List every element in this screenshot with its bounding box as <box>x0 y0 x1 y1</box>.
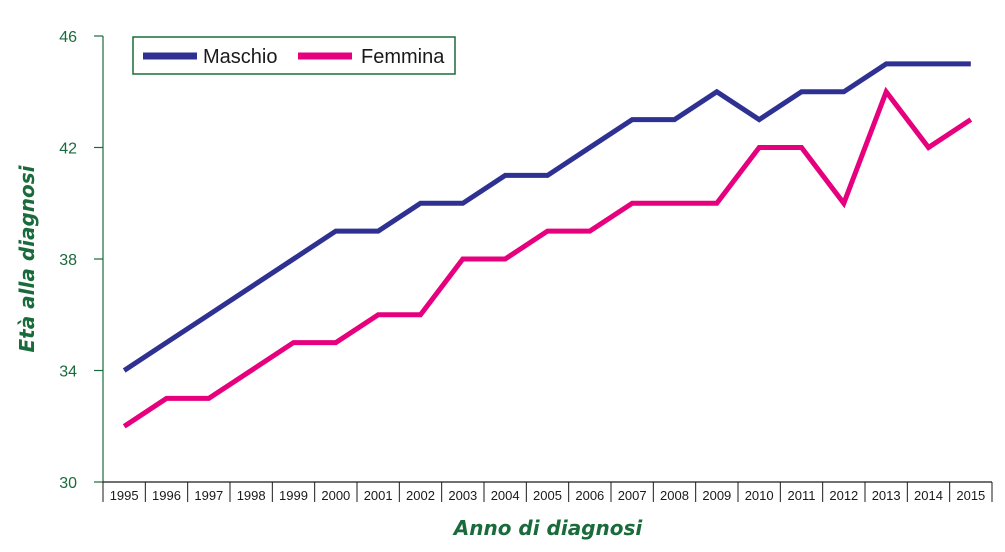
y-tick-label: 30 <box>59 475 77 492</box>
x-tick-label: 2010 <box>745 488 774 503</box>
series-lines <box>122 61 973 429</box>
y-axis-title: Età alla diagnosi <box>15 164 39 352</box>
x-tick-label: 2013 <box>872 488 901 503</box>
legend-label-maschio: Maschio <box>203 46 277 68</box>
x-tick-label: 2011 <box>788 488 816 503</box>
x-tick-label: 1997 <box>194 488 223 503</box>
series-line-maschio <box>122 61 971 373</box>
x-tick-label: 1999 <box>279 488 308 503</box>
y-tick-label: 42 <box>59 141 77 158</box>
legend: Maschio Femmina <box>132 36 456 75</box>
x-tick-label: 2000 <box>321 488 350 503</box>
x-tick-label: 2001 <box>364 488 393 503</box>
x-tick-label: 1996 <box>152 488 181 503</box>
x-tick-label: 2002 <box>406 488 435 503</box>
x-axis: 1995 1996 1997 1998 1999 2000 2001 2002 2003 2004… <box>102 481 993 503</box>
x-tick-label: 1998 <box>237 488 266 503</box>
x-tick-label: 2003 <box>448 488 477 503</box>
x-tick-label: 2012 <box>829 488 858 503</box>
x-axis-title: Anno di diagnosi <box>452 516 644 540</box>
x-tick-label: 2006 <box>575 488 604 503</box>
y-tick-label: 34 <box>59 364 77 381</box>
x-tick-label: 2014 <box>914 488 943 503</box>
y-tick-label: 38 <box>59 252 77 269</box>
x-tick-label: 1995 <box>110 488 139 503</box>
x-tick-label: 2007 <box>618 488 647 503</box>
y-axis: 30 34 38 42 46 <box>59 29 104 492</box>
y-tick-label: 46 <box>59 29 77 46</box>
series-line-femmina <box>122 86 973 429</box>
x-tick-label: 2009 <box>702 488 731 503</box>
x-tick-label: 2004 <box>491 488 520 503</box>
legend-label-femmina: Femmina <box>361 46 445 68</box>
x-tick-label: 2008 <box>660 488 689 503</box>
x-tick-label: 2005 <box>533 488 562 503</box>
x-tick-label: 2015 <box>956 488 985 503</box>
